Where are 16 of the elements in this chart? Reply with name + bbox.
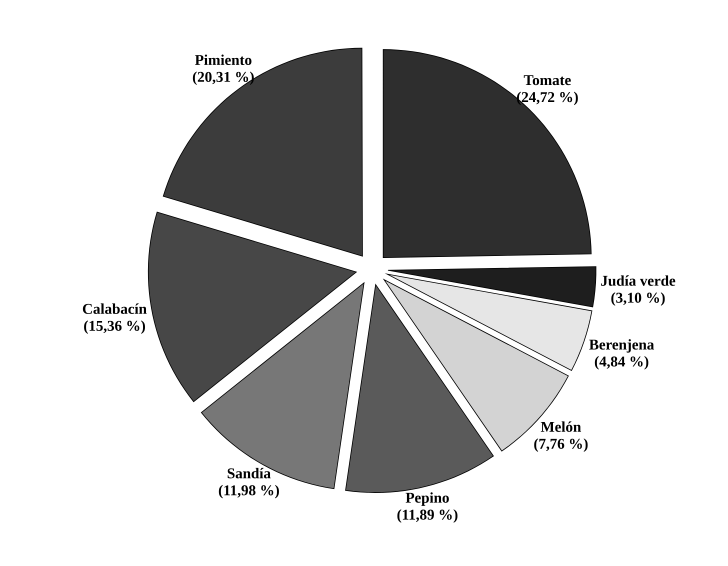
data-label: (3,10 %) (611, 292, 665, 306)
slice-label: Melón (540, 421, 582, 432)
slice-label: Sandía (228, 468, 271, 478)
data-label: (20,31 %) (192, 71, 254, 85)
data-label: (15,36 %) (84, 320, 146, 334)
slice-label: Berenjena (589, 339, 654, 353)
slice-label: Pimiento (194, 54, 252, 66)
slice-label: Calabacín (82, 303, 147, 314)
data-label: (4,84 %) (594, 356, 648, 370)
slice-label: Judía verde (601, 275, 676, 286)
data-label: (11,89 %) (397, 509, 458, 523)
slice-label: Pepino (406, 492, 449, 506)
data-label: (11,98 %) (218, 484, 279, 498)
data-label: (7,76 %) (534, 438, 588, 452)
slice-label: Tomate (524, 75, 571, 86)
data-label: (24,72 %) (516, 92, 578, 106)
